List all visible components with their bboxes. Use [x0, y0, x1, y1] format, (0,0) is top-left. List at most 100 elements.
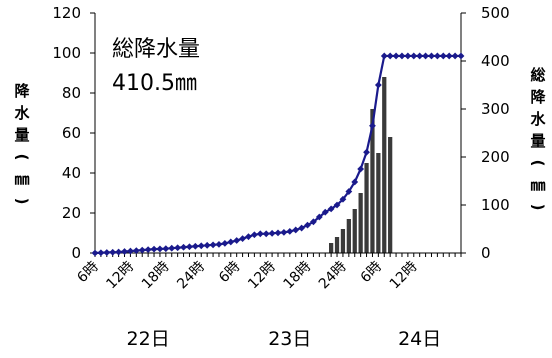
line-point	[168, 244, 176, 252]
line-point	[191, 242, 199, 250]
right-tick-label: 500	[481, 4, 510, 22]
annotation-title: 総降水量	[112, 37, 200, 62]
left-axis-label-char: 量	[14, 126, 29, 144]
bar	[358, 193, 363, 253]
line-point	[97, 249, 105, 257]
day-label: 22日	[127, 328, 170, 350]
line-point	[451, 52, 459, 60]
line-point	[245, 233, 252, 241]
line-point	[203, 241, 211, 249]
line-point	[439, 52, 447, 60]
right-tick-label: 200	[481, 148, 510, 166]
line-point	[262, 230, 270, 238]
line-point	[292, 226, 300, 234]
line-point	[363, 148, 370, 156]
bar	[352, 209, 357, 253]
line-point	[404, 52, 412, 60]
line-point	[227, 238, 235, 246]
line-point	[156, 245, 164, 253]
right-axis-label-char: ㎜	[530, 176, 545, 194]
line-point	[197, 242, 205, 250]
x-tick-label: 24時	[174, 259, 208, 293]
left-tick-label: 80	[62, 84, 81, 102]
x-tick-label: 18時	[281, 259, 315, 293]
line-point	[327, 205, 335, 213]
bar	[329, 243, 334, 253]
line-point	[209, 241, 217, 249]
right-axis-label-char: )	[529, 204, 547, 211]
line-point	[215, 240, 223, 248]
right-tick-label: 400	[481, 52, 510, 70]
line-point	[433, 52, 441, 60]
line-point	[109, 248, 117, 256]
bar	[334, 237, 340, 253]
bar	[388, 137, 393, 253]
x-tick-label: 6時	[74, 259, 102, 287]
line-point	[280, 228, 288, 236]
line-point	[233, 237, 241, 244]
line-point	[298, 224, 306, 232]
day-label: 23日	[268, 328, 311, 350]
line-series	[91, 52, 465, 257]
left-tick-label: 0	[71, 244, 81, 262]
bar	[376, 153, 381, 253]
right-tick-label: 0	[481, 244, 491, 262]
line-point	[115, 248, 123, 256]
x-tick-label: 12時	[387, 259, 421, 293]
bar-series	[329, 77, 393, 253]
line-point	[445, 52, 453, 60]
line-point	[256, 230, 264, 238]
right-axis-label-char: 水	[530, 110, 546, 128]
line-point	[268, 229, 276, 237]
left-tick-label: 60	[62, 124, 81, 142]
line-point	[416, 52, 424, 60]
left-axis-label-char: (	[13, 154, 31, 161]
line-point	[310, 218, 317, 226]
annotation-value: 410.5㎜	[112, 71, 197, 96]
x-tick-label: 6時	[216, 259, 244, 287]
axis-labels: 降水量 (㎜) 総降水量 (㎜)	[13, 66, 547, 210]
bar	[346, 219, 351, 253]
line-point	[386, 52, 394, 60]
line-point	[162, 245, 170, 253]
x-tick-label: 12時	[245, 259, 279, 293]
left-tick-label: 100	[52, 44, 81, 62]
line-point	[121, 248, 128, 255]
left-axis-label-char: ㎜	[14, 170, 29, 188]
line-point	[392, 52, 400, 60]
left-tick-label: 20	[62, 204, 81, 222]
line-point	[457, 52, 465, 60]
line-point	[180, 243, 187, 251]
left-tick-label: 40	[62, 164, 81, 182]
right-tick-label: 300	[481, 100, 510, 118]
line-point	[286, 228, 294, 235]
line-point	[221, 240, 229, 247]
line-point	[274, 229, 282, 237]
line-point	[144, 246, 152, 254]
line-point	[422, 52, 429, 60]
x-tick-label: 24時	[316, 259, 350, 293]
right-axis-label-char: 量	[530, 132, 545, 150]
line-point	[127, 247, 134, 255]
line-point	[239, 235, 246, 242]
line-point	[250, 231, 258, 239]
line-point	[398, 52, 406, 60]
line-point	[138, 246, 146, 254]
line-point	[132, 247, 140, 254]
right-axis-label-char: 降	[530, 88, 546, 106]
line-point	[345, 188, 353, 195]
line-point	[186, 243, 193, 251]
bar	[370, 109, 375, 253]
day-label: 24日	[398, 328, 441, 350]
x-tick-label: 18時	[139, 259, 173, 293]
line-point	[321, 208, 329, 216]
line-point	[103, 249, 111, 256]
line-point	[369, 122, 376, 130]
left-axis-label-char: 降	[14, 82, 30, 100]
line-point	[410, 52, 418, 60]
bar	[364, 163, 369, 253]
line-point	[91, 249, 99, 257]
right-tick-label: 100	[481, 196, 510, 214]
